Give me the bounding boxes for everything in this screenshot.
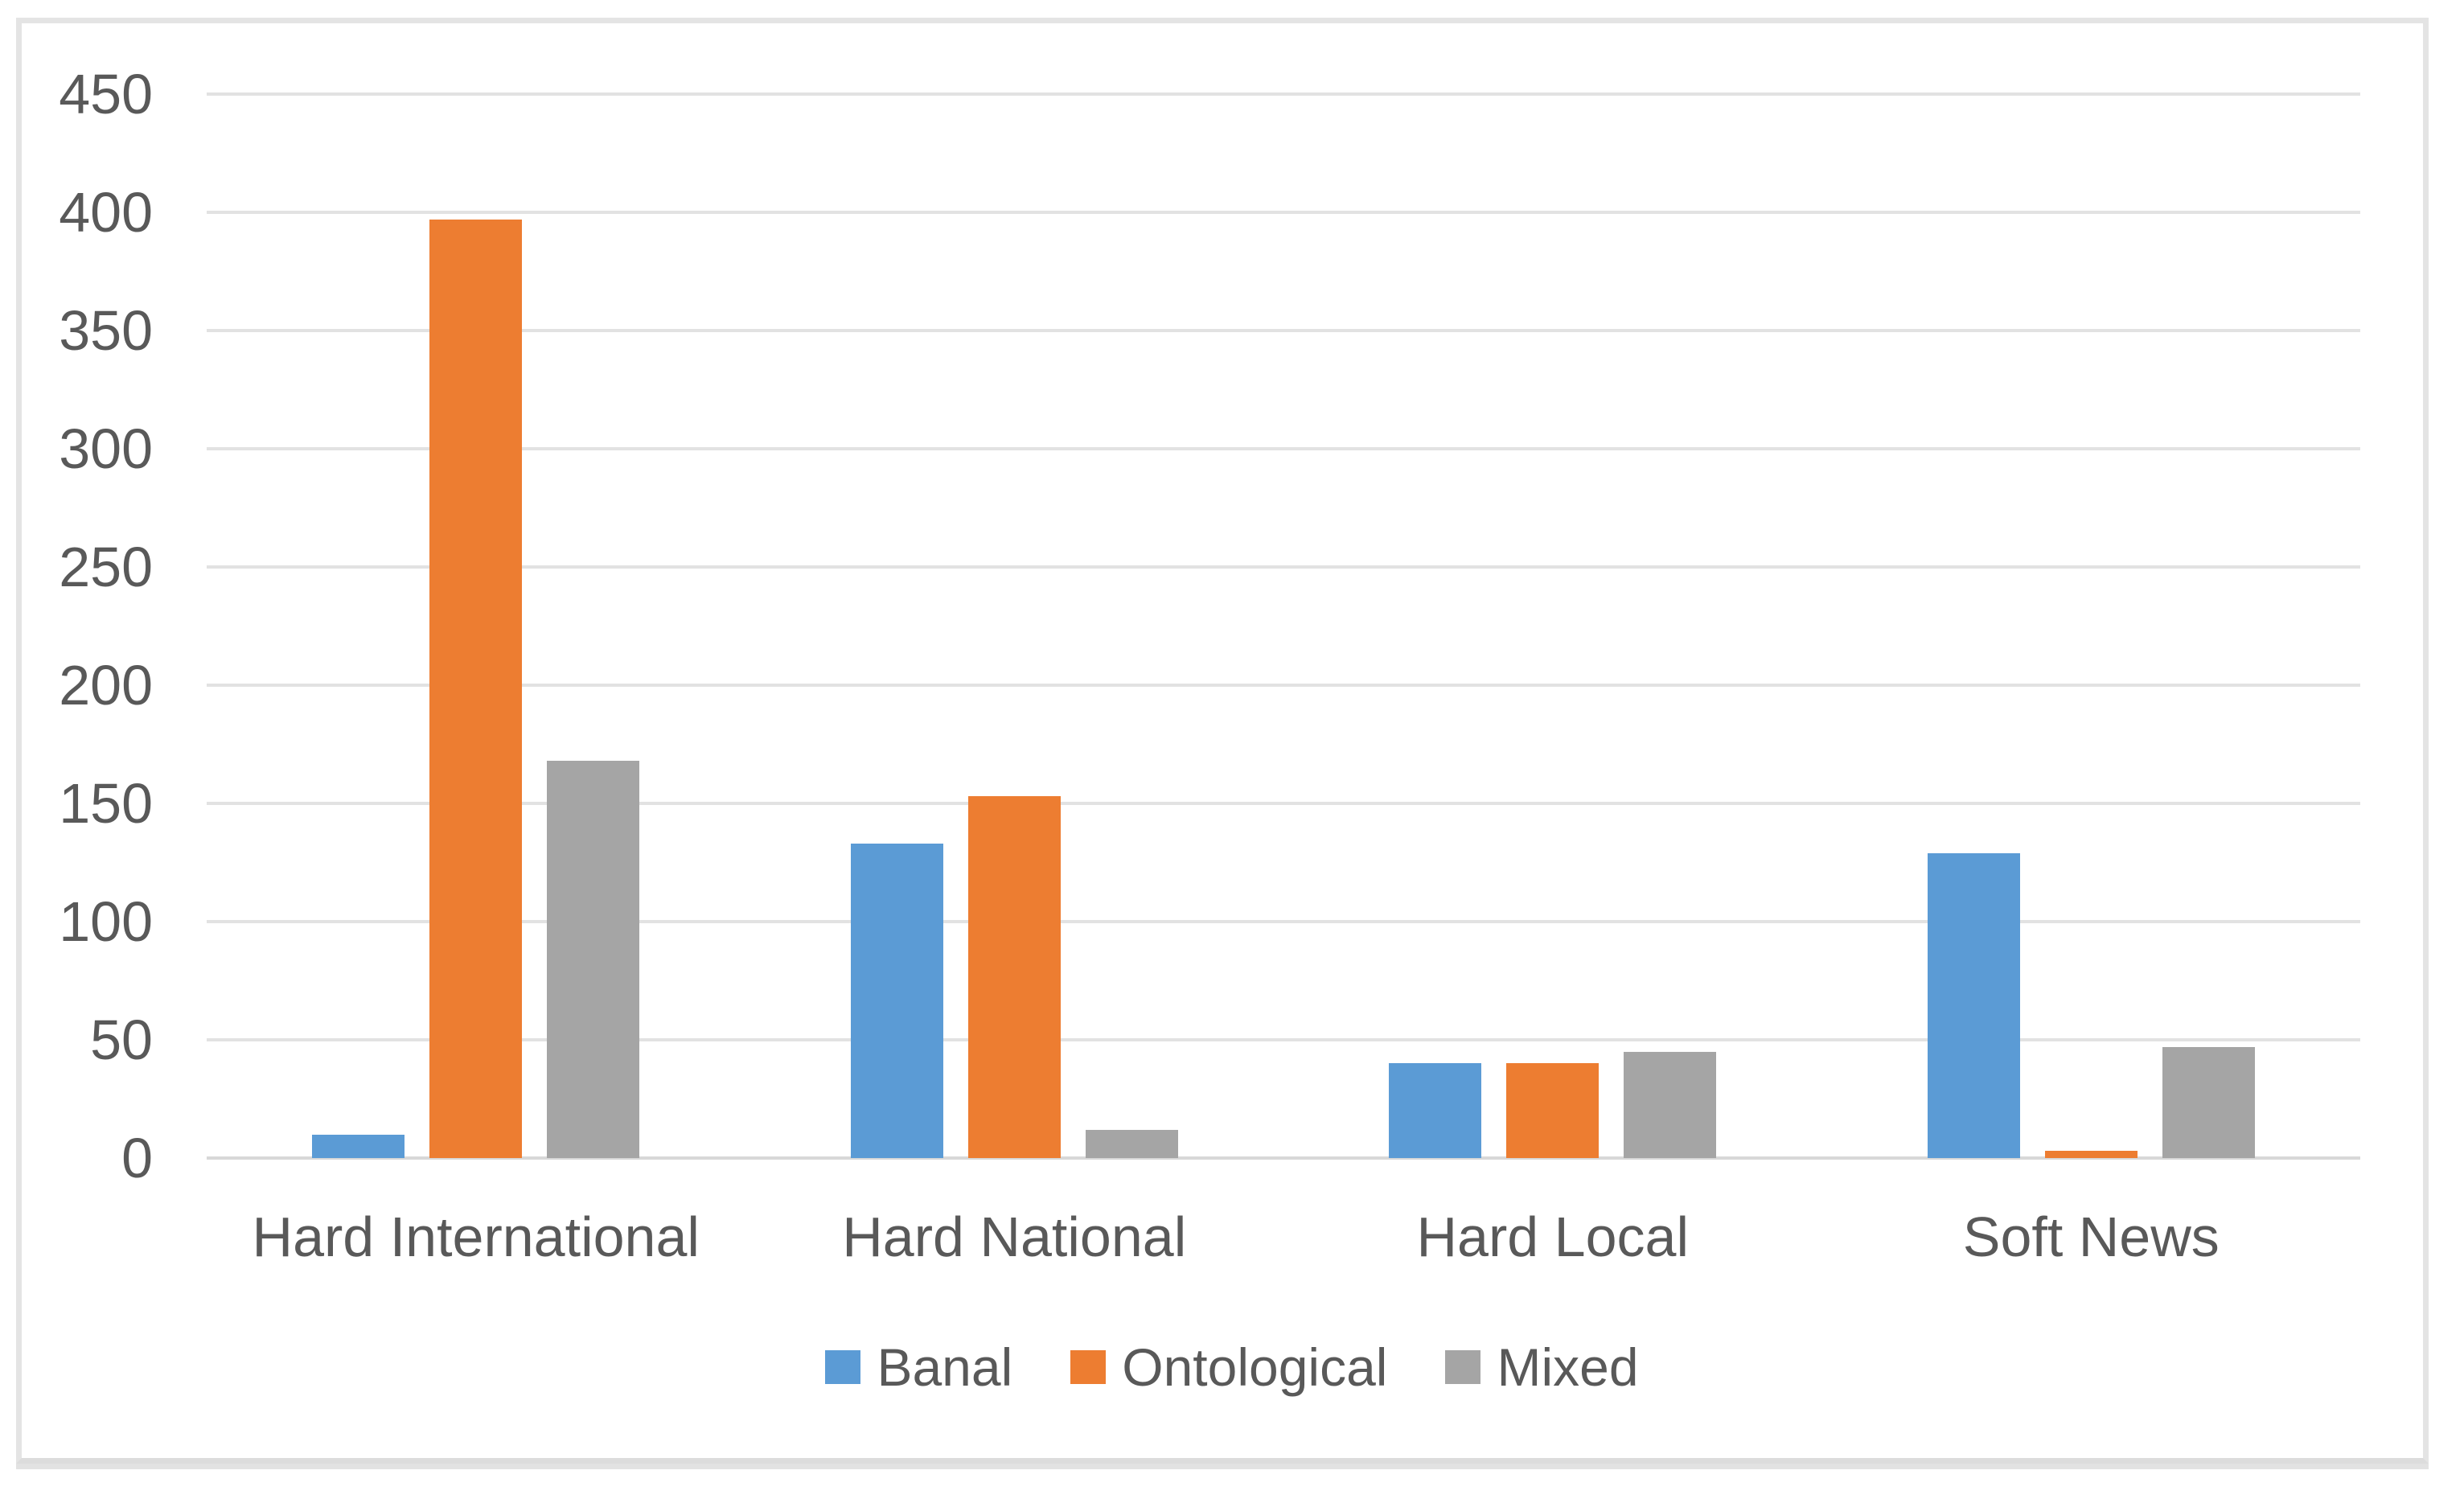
gridline-400 <box>207 211 2360 214</box>
bar-mixed-hard-international <box>547 761 640 1158</box>
y-tick-label: 250 <box>59 536 153 598</box>
y-tick-label: 450 <box>59 63 153 125</box>
y-tick-label: 200 <box>59 654 153 717</box>
x-category-label-hard-national: Hard National <box>842 1205 1187 1268</box>
bar-banal-hard-international <box>312 1134 405 1158</box>
gridline-450 <box>207 92 2360 96</box>
chart-legend: Banal Ontological Mixed <box>0 1327 2464 1407</box>
x-axis-line <box>207 1156 2360 1160</box>
gridline-300 <box>207 447 2360 450</box>
y-tick-label: 0 <box>121 1127 153 1189</box>
x-category-label-soft-news: Soft News <box>1962 1205 2220 1268</box>
x-category-label-hard-international: Hard International <box>252 1205 700 1268</box>
bar-banal-hard-local <box>1389 1063 1482 1158</box>
y-tick-label: 400 <box>59 181 153 244</box>
bar-mixed-hard-national <box>1085 1129 1178 1158</box>
bar-mixed-soft-news <box>2162 1046 2255 1158</box>
y-tick-label: 150 <box>59 772 153 835</box>
y-tick-label: 100 <box>59 890 153 953</box>
legend-swatch-icon <box>1070 1350 1107 1384</box>
bar-ontological-hard-international <box>429 219 523 1158</box>
gridline-100 <box>207 920 2360 923</box>
legend-swatch-icon <box>1445 1350 1481 1384</box>
legend-label: Mixed <box>1497 1337 1639 1397</box>
legend-label: Ontological <box>1122 1337 1388 1397</box>
x-category-label-hard-local: Hard Local <box>1416 1205 1689 1268</box>
legend-item-banal: Banal <box>825 1337 1012 1398</box>
legend-label: Banal <box>877 1337 1013 1397</box>
y-tick-label: 350 <box>59 299 153 362</box>
bar-mixed-hard-local <box>1624 1051 1717 1158</box>
y-tick-label: 300 <box>59 417 153 480</box>
gridline-250 <box>207 565 2360 569</box>
bar-ontological-hard-national <box>967 796 1061 1158</box>
bar-banal-hard-national <box>850 843 943 1158</box>
gridline-350 <box>207 329 2360 332</box>
gridline-50 <box>207 1038 2360 1041</box>
legend-item-ontological: Ontological <box>1070 1337 1387 1398</box>
gridline-200 <box>207 684 2360 687</box>
y-tick-label: 50 <box>90 1008 153 1071</box>
legend-swatch-icon <box>825 1350 861 1384</box>
bar-ontological-soft-news <box>2044 1151 2138 1158</box>
figure-border-frame <box>16 18 2429 1464</box>
bar-ontological-hard-local <box>1506 1063 1600 1158</box>
gridline-150 <box>207 802 2360 805</box>
legend-item-mixed: Mixed <box>1445 1337 1639 1398</box>
bar-banal-soft-news <box>1927 852 2020 1158</box>
